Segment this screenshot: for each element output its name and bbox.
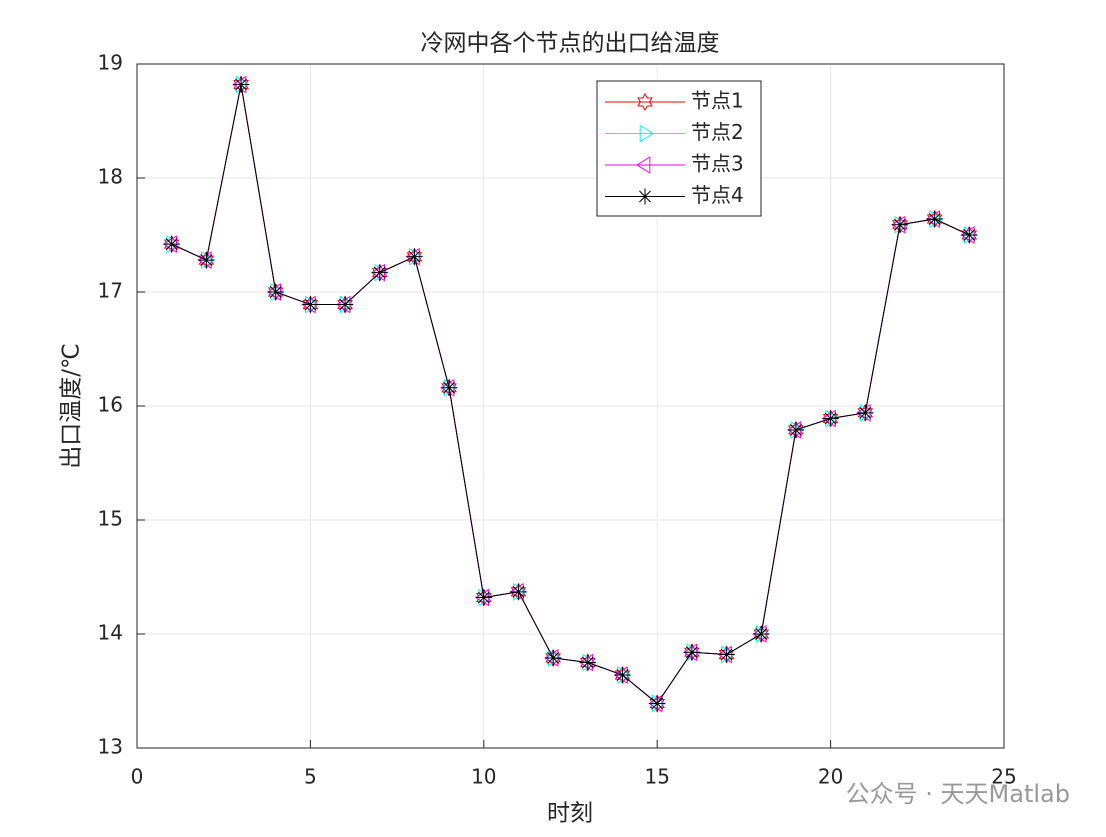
data-point: [579, 654, 596, 671]
data-point: [683, 644, 700, 661]
chart-title: 冷网中各个节点的出口给温度: [421, 31, 720, 57]
data-point: [337, 296, 354, 313]
y-tick-label: 14: [98, 621, 123, 645]
data-point: [441, 378, 457, 397]
x-tick-label: 0: [131, 765, 144, 789]
data-point: [718, 646, 735, 663]
y-tick-label: 17: [98, 279, 123, 303]
x-tick-label: 20: [818, 765, 843, 789]
x-tick-label: 5: [304, 765, 317, 789]
legend-label: 节点2: [691, 120, 744, 144]
x-axis-label: 时刻: [547, 801, 593, 827]
data-point: [891, 216, 908, 233]
x-tick-label: 25: [991, 765, 1016, 789]
legend-marker: [637, 92, 653, 112]
data-point: [961, 227, 978, 243]
legend-marker: [637, 188, 653, 205]
y-tick-label: 18: [98, 165, 123, 189]
x-tick-label: 10: [471, 765, 496, 789]
data-point: [163, 236, 180, 253]
data-point: [441, 379, 458, 396]
data-point: [545, 649, 562, 666]
watermark: 公众号 · 天天Matlab: [846, 780, 1070, 808]
data-point: [926, 211, 943, 228]
data-point: [857, 404, 874, 421]
x-tick-label: 15: [644, 765, 669, 789]
legend-label: 节点3: [691, 152, 744, 176]
data-point: [302, 296, 319, 313]
data-point: [406, 247, 423, 266]
legend-box: [596, 80, 762, 217]
y-tick-label: 15: [98, 507, 123, 531]
legend-marker: [636, 156, 651, 174]
data-point: [753, 626, 770, 642]
data-point: [198, 251, 215, 270]
y-tick-label: 16: [98, 393, 123, 417]
data-point: [649, 695, 666, 712]
data-point: [510, 583, 527, 600]
legend-label: 节点4: [691, 183, 744, 207]
legend-marker: [639, 124, 654, 143]
data-point: [198, 252, 215, 269]
y-tick-label: 19: [98, 51, 123, 75]
data-point: [822, 410, 839, 427]
data-point: [267, 284, 284, 300]
legend-label: 节点1: [691, 89, 744, 113]
y-axis-label: 出口温度/℃: [59, 343, 85, 469]
data-point: [233, 76, 250, 93]
data-point: [475, 589, 492, 606]
axes-box: [136, 63, 1005, 749]
data-point: [787, 421, 804, 438]
data-point: [371, 264, 388, 281]
series-line: [171, 84, 970, 705]
y-tick-label: 13: [98, 735, 123, 759]
data-point: [406, 248, 423, 265]
data-point: [614, 667, 631, 684]
